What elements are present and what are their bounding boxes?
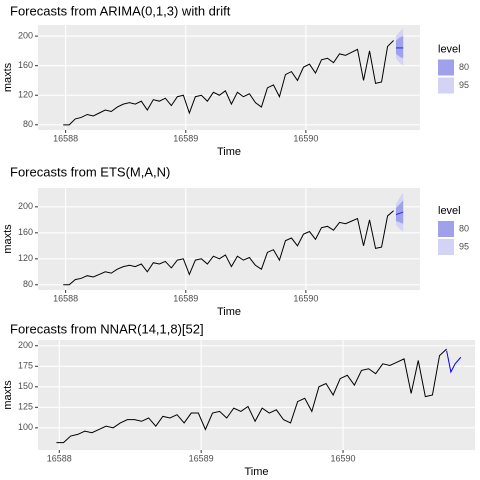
x-tick-label: 16588 xyxy=(53,293,78,303)
legend-title: level xyxy=(438,43,461,55)
y-tick-label: 120 xyxy=(18,253,33,263)
x-tick-label: 16588 xyxy=(53,133,78,143)
legend-label: 80 xyxy=(459,223,469,233)
legend-label: 95 xyxy=(459,241,469,251)
chart-title: Forecasts from NNAR(14,1,8)[52] xyxy=(10,321,204,336)
chart-title: Forecasts from ETS(M,A,N) xyxy=(10,164,170,179)
x-tick-label: 16590 xyxy=(293,133,318,143)
y-tick-label: 200 xyxy=(18,201,33,211)
x-tick-label: 16589 xyxy=(173,293,198,303)
plot-background xyxy=(38,340,475,450)
y-axis-label: maxts xyxy=(2,380,14,410)
y-tick-label: 175 xyxy=(18,361,33,371)
x-axis-label: Time xyxy=(217,306,241,318)
plot-background xyxy=(38,25,420,130)
series-line xyxy=(63,40,394,126)
legend-label: 80 xyxy=(459,62,469,72)
x-tick-label: 16589 xyxy=(189,453,214,463)
x-axis-label: Time xyxy=(217,146,241,158)
y-tick-label: 125 xyxy=(18,402,33,412)
y-tick-label: 160 xyxy=(18,60,33,70)
interval-band xyxy=(395,200,404,224)
y-tick-label: 160 xyxy=(18,227,33,237)
x-tick-label: 16590 xyxy=(331,453,356,463)
y-tick-label: 200 xyxy=(18,30,33,40)
y-tick-label: 80 xyxy=(23,279,33,289)
legend-key xyxy=(438,239,454,255)
chart-title: Forecasts from ARIMA(0,1,3) with drift xyxy=(10,3,231,18)
plot-background xyxy=(38,188,420,290)
y-axis-label: maxts xyxy=(2,224,14,254)
x-tick-label: 16588 xyxy=(47,453,72,463)
series-line xyxy=(63,210,394,286)
series-line xyxy=(446,350,462,374)
x-tick-label: 16590 xyxy=(293,293,318,303)
x-tick-label: 16589 xyxy=(173,133,198,143)
y-tick-label: 100 xyxy=(18,422,33,432)
legend-key xyxy=(438,59,454,76)
y-tick-label: 150 xyxy=(18,381,33,391)
legend-key xyxy=(438,221,454,237)
y-tick-label: 120 xyxy=(18,90,33,100)
legend-key xyxy=(438,77,454,94)
series-line xyxy=(56,348,447,444)
y-tick-label: 200 xyxy=(18,340,33,350)
y-axis-label: maxts xyxy=(2,62,14,92)
x-axis-label: Time xyxy=(244,466,268,478)
legend-label: 95 xyxy=(459,80,469,90)
interval-band xyxy=(395,36,404,59)
y-tick-label: 80 xyxy=(23,119,33,129)
legend-title: level xyxy=(438,205,461,217)
series-line xyxy=(395,211,404,216)
